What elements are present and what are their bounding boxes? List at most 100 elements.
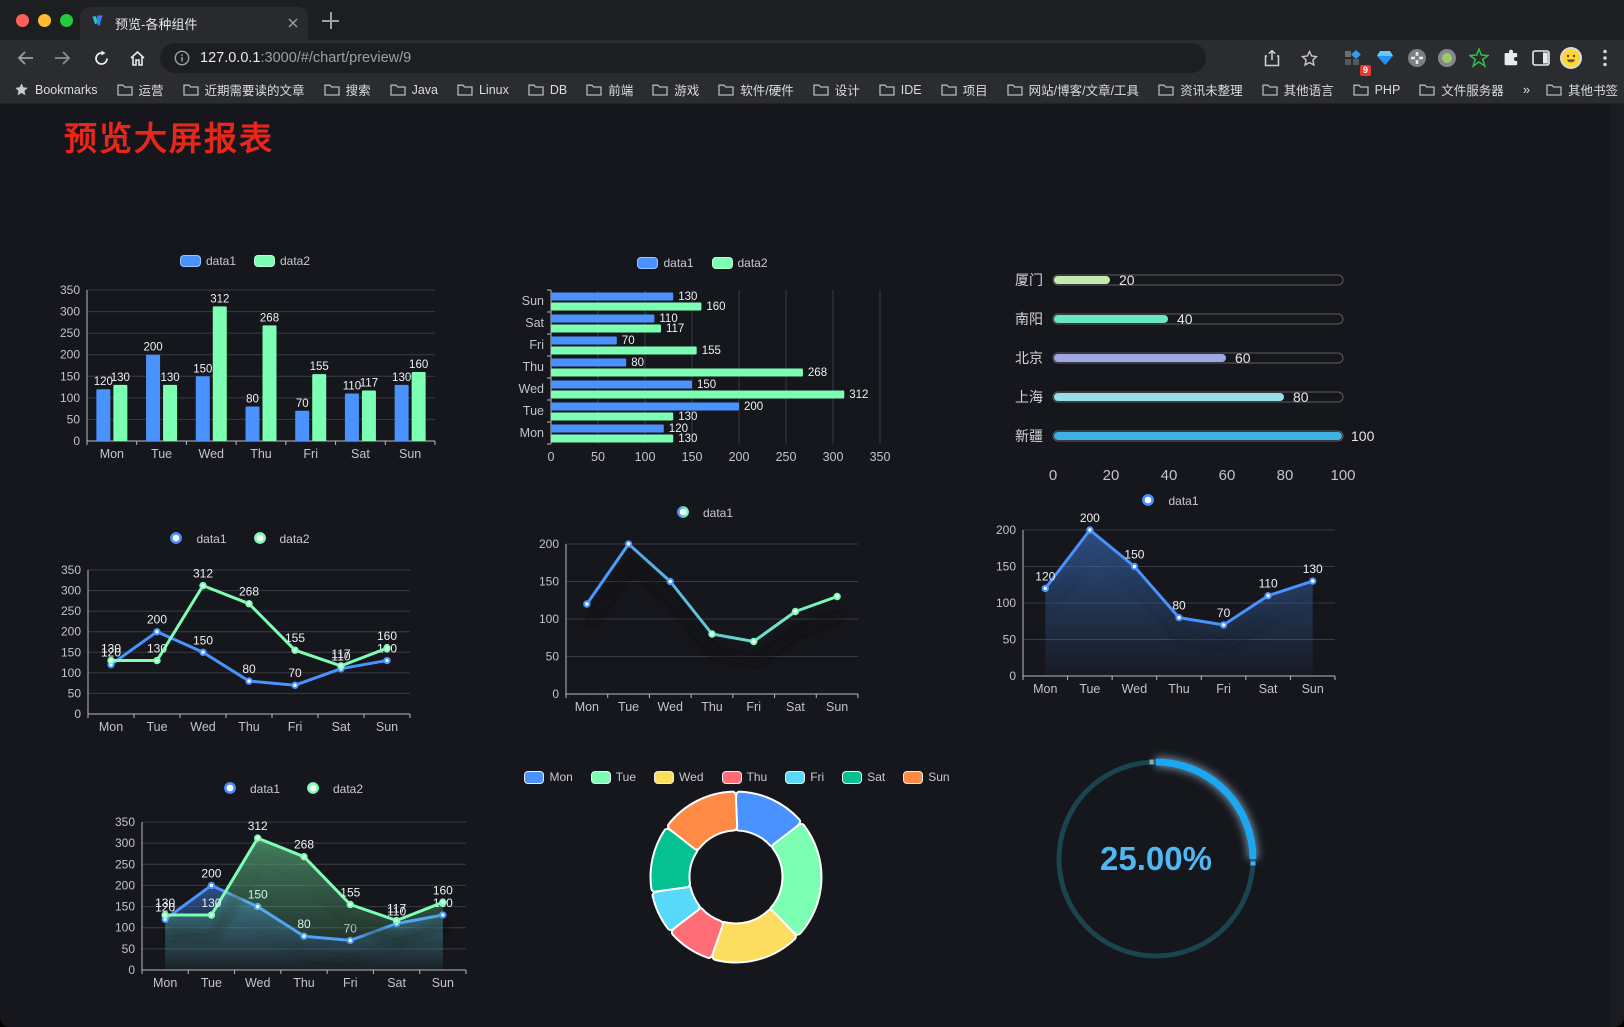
legend-item[interactable]: Mon xyxy=(524,770,573,784)
bookmarks-manager[interactable]: Bookmarks xyxy=(14,82,98,97)
legend-item[interactable]: Wed xyxy=(654,770,704,784)
legend-item[interactable]: data1 xyxy=(637,256,694,270)
svg-text:150: 150 xyxy=(539,575,559,589)
legend-item[interactable]: Sat xyxy=(842,770,885,784)
bookmark-folder-label: IDE xyxy=(900,82,922,97)
bookmark-folder[interactable]: 文件服务器 xyxy=(1419,80,1504,99)
svg-text:120: 120 xyxy=(669,423,688,435)
legend-line-marker xyxy=(244,531,275,548)
forward-button[interactable] xyxy=(50,45,76,71)
profile-avatar[interactable] xyxy=(1558,45,1584,71)
gray-circle-extension-icon[interactable] xyxy=(1404,45,1430,71)
bookmark-folder-label: 文件服务器 xyxy=(1441,84,1504,98)
bookmarks-overflow-chevron[interactable]: » xyxy=(1522,82,1531,97)
devtools-extension-icon[interactable]: 9 xyxy=(1340,45,1371,76)
back-button[interactable] xyxy=(12,45,38,71)
close-window-button[interactable] xyxy=(16,14,29,27)
legend-item[interactable]: Thu xyxy=(721,770,767,784)
green-star-extension-icon[interactable] xyxy=(1466,45,1492,71)
svg-text:200: 200 xyxy=(115,878,135,892)
bookmark-star-icon[interactable] xyxy=(1296,45,1322,71)
svg-text:150: 150 xyxy=(193,633,213,647)
svg-text:0: 0 xyxy=(128,963,135,977)
legend-item[interactable]: data1 xyxy=(1133,493,1199,510)
bookmark-folder[interactable]: 搜索 xyxy=(323,80,371,99)
legend-line-marker xyxy=(1133,493,1164,510)
svg-text:Sat: Sat xyxy=(786,700,805,714)
legend-item[interactable]: data1 xyxy=(179,254,236,268)
svg-text:80: 80 xyxy=(242,662,256,676)
legend-item[interactable]: data2 xyxy=(298,781,363,798)
page-title: 预览大屏报表 xyxy=(64,120,274,157)
menu-kebab-icon[interactable] xyxy=(1592,45,1618,71)
svg-text:160: 160 xyxy=(409,359,428,371)
legend-item[interactable]: data2 xyxy=(254,254,310,268)
svg-text:Tue: Tue xyxy=(1079,682,1100,696)
legend-label: data1 xyxy=(1168,494,1199,508)
svg-text:268: 268 xyxy=(808,367,827,379)
svg-text:100: 100 xyxy=(539,612,559,626)
share-icon[interactable] xyxy=(1259,45,1285,71)
bookmark-folder[interactable]: Linux xyxy=(457,83,509,97)
bookmark-folder[interactable]: 运营 xyxy=(116,80,164,99)
browser-tab[interactable]: 预览-各种组件 xyxy=(80,7,308,40)
bookmark-folder[interactable]: 网站/博客/文章/工具 xyxy=(1006,80,1139,99)
home-button[interactable] xyxy=(124,45,150,71)
legend-label: Tue xyxy=(615,770,637,784)
legend-item[interactable]: data2 xyxy=(711,256,768,270)
legend-item[interactable]: data1 xyxy=(667,505,734,522)
bookmark-folder[interactable]: 其他语言 xyxy=(1261,80,1334,99)
legend-item[interactable]: data1 xyxy=(214,781,280,798)
gem-extension-icon[interactable] xyxy=(1372,45,1398,71)
chart-legend: Mon Tue Wed Thu Fri Sat Sun xyxy=(524,768,950,786)
svg-text:130: 130 xyxy=(678,411,697,423)
bookmark-folder-label: 其他语言 xyxy=(1283,84,1334,98)
svg-text:Wed: Wed xyxy=(190,720,216,734)
legend-label: data2 xyxy=(737,256,768,270)
minimize-window-button[interactable] xyxy=(38,14,51,27)
legend-swatch xyxy=(721,770,742,784)
reload-button[interactable] xyxy=(88,45,114,71)
address-bar[interactable]: 127.0.0.1:3000/#/chart/preview/9 xyxy=(160,43,1206,73)
lens-extension-icon[interactable] xyxy=(1434,45,1460,71)
legend-item[interactable]: data2 xyxy=(244,531,310,548)
legend-label: data1 xyxy=(663,256,694,270)
legend-item[interactable]: data1 xyxy=(161,531,227,548)
bookmark-folder[interactable]: DB xyxy=(528,83,567,97)
svg-text:70: 70 xyxy=(296,398,309,410)
side-panel-icon[interactable] xyxy=(1528,45,1554,71)
svg-text:155: 155 xyxy=(285,631,305,645)
svg-text:250: 250 xyxy=(61,604,81,618)
bookmark-folder[interactable]: 软件/硬件 xyxy=(718,80,794,99)
new-tab-button[interactable] xyxy=(322,12,339,29)
svg-text:120: 120 xyxy=(101,646,121,660)
zoom-window-button[interactable] xyxy=(60,14,73,27)
legend-item[interactable]: Fri xyxy=(785,770,824,784)
bookmark-folder[interactable]: 前端 xyxy=(586,80,633,99)
bookmark-folder[interactable]: IDE xyxy=(879,83,922,97)
legend-swatch xyxy=(654,770,675,784)
site-info-icon[interactable] xyxy=(174,50,190,66)
legend-swatch xyxy=(179,255,201,267)
svg-text:50: 50 xyxy=(67,412,81,426)
other-bookmarks-folder[interactable]: 其他书签 xyxy=(1546,80,1618,99)
legend-label: Fri xyxy=(810,770,825,784)
svg-text:312: 312 xyxy=(248,819,268,833)
svg-text:50: 50 xyxy=(546,650,560,664)
scrollbar-track[interactable] xyxy=(1610,104,1624,1027)
legend-item[interactable]: Tue xyxy=(590,770,637,784)
folder-icon xyxy=(1006,84,1023,96)
bookmark-folder[interactable]: 近期需要读的文章 xyxy=(182,80,305,99)
chart-bar-horizontal: data1 data2 0 50 100 150 200 250 300 350 Sun 130 160… xyxy=(505,254,900,472)
bookmark-folder[interactable]: PHP xyxy=(1352,83,1400,97)
legend-item[interactable]: Sun xyxy=(903,770,950,784)
close-tab-icon[interactable] xyxy=(288,15,298,33)
bookmark-folder[interactable]: 项目 xyxy=(940,80,988,99)
bookmark-folder[interactable]: 设计 xyxy=(813,80,860,99)
legend-label: data1 xyxy=(702,506,734,520)
extensions-puzzle-icon[interactable] xyxy=(1498,45,1524,71)
bookmark-folder[interactable]: 游戏 xyxy=(652,80,699,99)
bookmark-folder[interactable]: 资讯未整理 xyxy=(1158,80,1243,99)
svg-text:150: 150 xyxy=(1124,548,1144,562)
bookmark-folder[interactable]: Java xyxy=(389,83,438,97)
